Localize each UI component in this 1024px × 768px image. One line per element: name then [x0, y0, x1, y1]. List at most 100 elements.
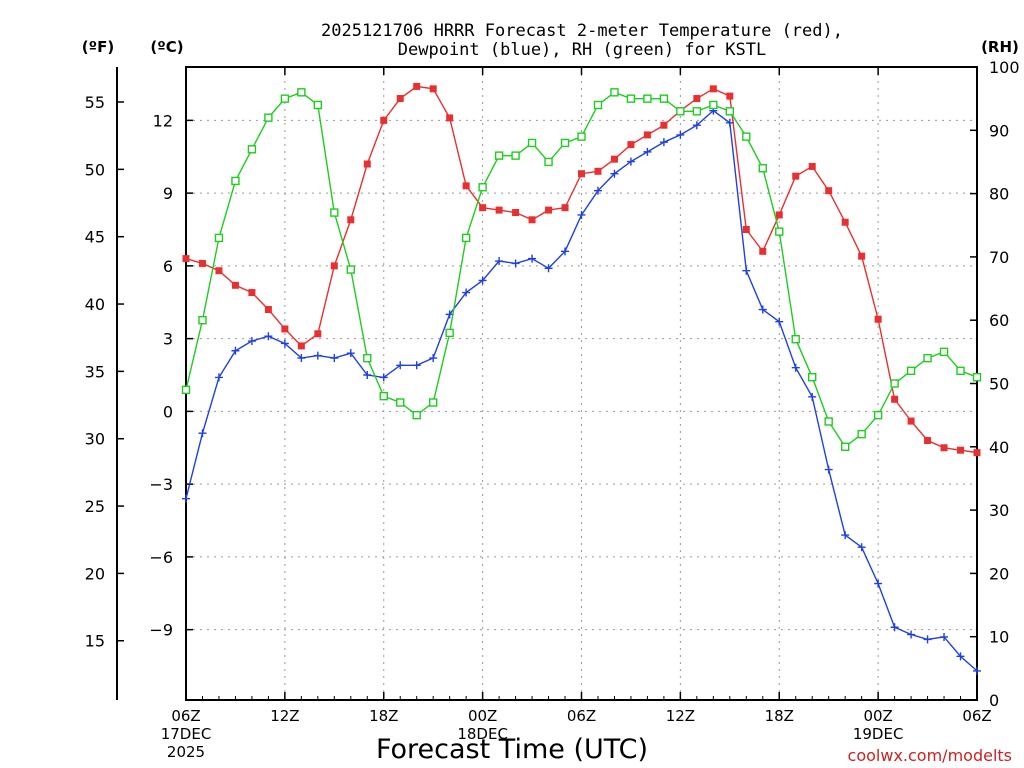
data-point [643, 147, 652, 156]
data-point [923, 353, 932, 363]
celsius-tick-label: 6 [163, 257, 173, 276]
data-point [544, 264, 553, 273]
data-point [396, 361, 405, 370]
data-point [610, 155, 618, 163]
data-point [314, 330, 322, 338]
data-point [545, 206, 553, 214]
data-point [182, 494, 190, 503]
rh-tick-label: 40 [989, 438, 1009, 457]
fahrenheit-tick-label: 55 [85, 93, 105, 112]
data-point [593, 100, 603, 110]
data-point [346, 265, 355, 274]
data-point [198, 316, 207, 325]
data-point [412, 410, 421, 420]
data-point [281, 325, 289, 333]
data-point [578, 170, 585, 178]
data-point [643, 131, 651, 139]
rh-tick-label: 70 [989, 248, 1009, 267]
data-point [742, 266, 751, 275]
data-point [182, 255, 190, 263]
data-point [676, 107, 685, 116]
series-rh [181, 88, 982, 451]
data-point [379, 373, 388, 382]
data-point [428, 398, 438, 407]
celsius-unit-label: (ºC) [150, 38, 183, 56]
data-point [758, 164, 767, 173]
data-point [792, 172, 800, 180]
data-point [742, 225, 750, 233]
data-point [775, 317, 784, 326]
data-point [215, 267, 223, 275]
x-tick-label: 00Z 19DEC [853, 707, 904, 743]
celsius-tick-label: 3 [163, 330, 173, 349]
data-point [891, 395, 899, 403]
data-point [479, 204, 487, 212]
data-point [297, 354, 306, 363]
data-point [380, 116, 388, 124]
data-point [280, 94, 290, 103]
fahrenheit-unit-label: (ºF) [82, 38, 114, 56]
data-point [247, 145, 257, 154]
data-point [528, 254, 537, 263]
x-tick-label: 06Z [962, 707, 991, 725]
fahrenheit-tick-label: 35 [85, 362, 105, 381]
data-point [297, 88, 306, 97]
data-point [594, 167, 602, 175]
data-point [725, 107, 735, 116]
data-point [924, 436, 932, 444]
data-point [923, 635, 932, 644]
data-point [742, 132, 751, 141]
data-point [446, 114, 454, 122]
data-point [346, 349, 355, 358]
rh-tick-label: 10 [989, 628, 1009, 647]
data-point [858, 252, 866, 260]
data-point [808, 372, 817, 382]
data-point [527, 138, 537, 148]
data-point [231, 176, 240, 186]
data-point [528, 216, 536, 224]
data-point [939, 347, 949, 357]
fahrenheit-tick-label: 40 [85, 295, 105, 314]
x-tick-label: 18Z [765, 707, 794, 725]
data-point [957, 446, 965, 454]
data-point [429, 354, 438, 363]
data-point [610, 88, 619, 97]
fahrenheit-tick-label: 30 [85, 430, 105, 449]
data-point [214, 373, 223, 382]
data-point [445, 328, 454, 338]
data-point [775, 227, 784, 236]
data-point [511, 259, 520, 268]
data-point [214, 233, 224, 243]
data-point [693, 95, 701, 103]
title-line-1: 2025121706 HRRR Forecast 2-meter Tempera… [321, 21, 843, 41]
data-point [825, 187, 833, 195]
data-point [873, 410, 883, 420]
data-point [462, 288, 471, 297]
data-point [512, 209, 520, 217]
data-point [313, 351, 322, 360]
data-point [956, 366, 965, 376]
data-point [560, 138, 570, 148]
data-point [972, 372, 982, 382]
rh-tick-label: 30 [989, 501, 1009, 520]
chart-title: 2025121706 HRRR Forecast 2-meter Tempera… [321, 21, 843, 60]
data-point [857, 429, 866, 439]
data-point [775, 211, 783, 219]
data-point [429, 85, 437, 93]
data-point [841, 218, 849, 226]
data-point [248, 289, 256, 297]
data-point [577, 132, 586, 141]
data-point [627, 141, 635, 149]
x-tick-label: 00Z 18DEC [457, 707, 508, 743]
rh-unit-label: (RH) [981, 38, 1019, 56]
data-point [330, 208, 339, 217]
fahrenheit-tick-label: 50 [85, 160, 105, 179]
data-point [840, 442, 850, 451]
data-point [396, 95, 404, 103]
data-point [363, 371, 372, 380]
x-tick-label: 12Z [270, 707, 299, 725]
data-point [973, 449, 981, 457]
data-point [907, 417, 915, 425]
data-point [906, 366, 916, 376]
